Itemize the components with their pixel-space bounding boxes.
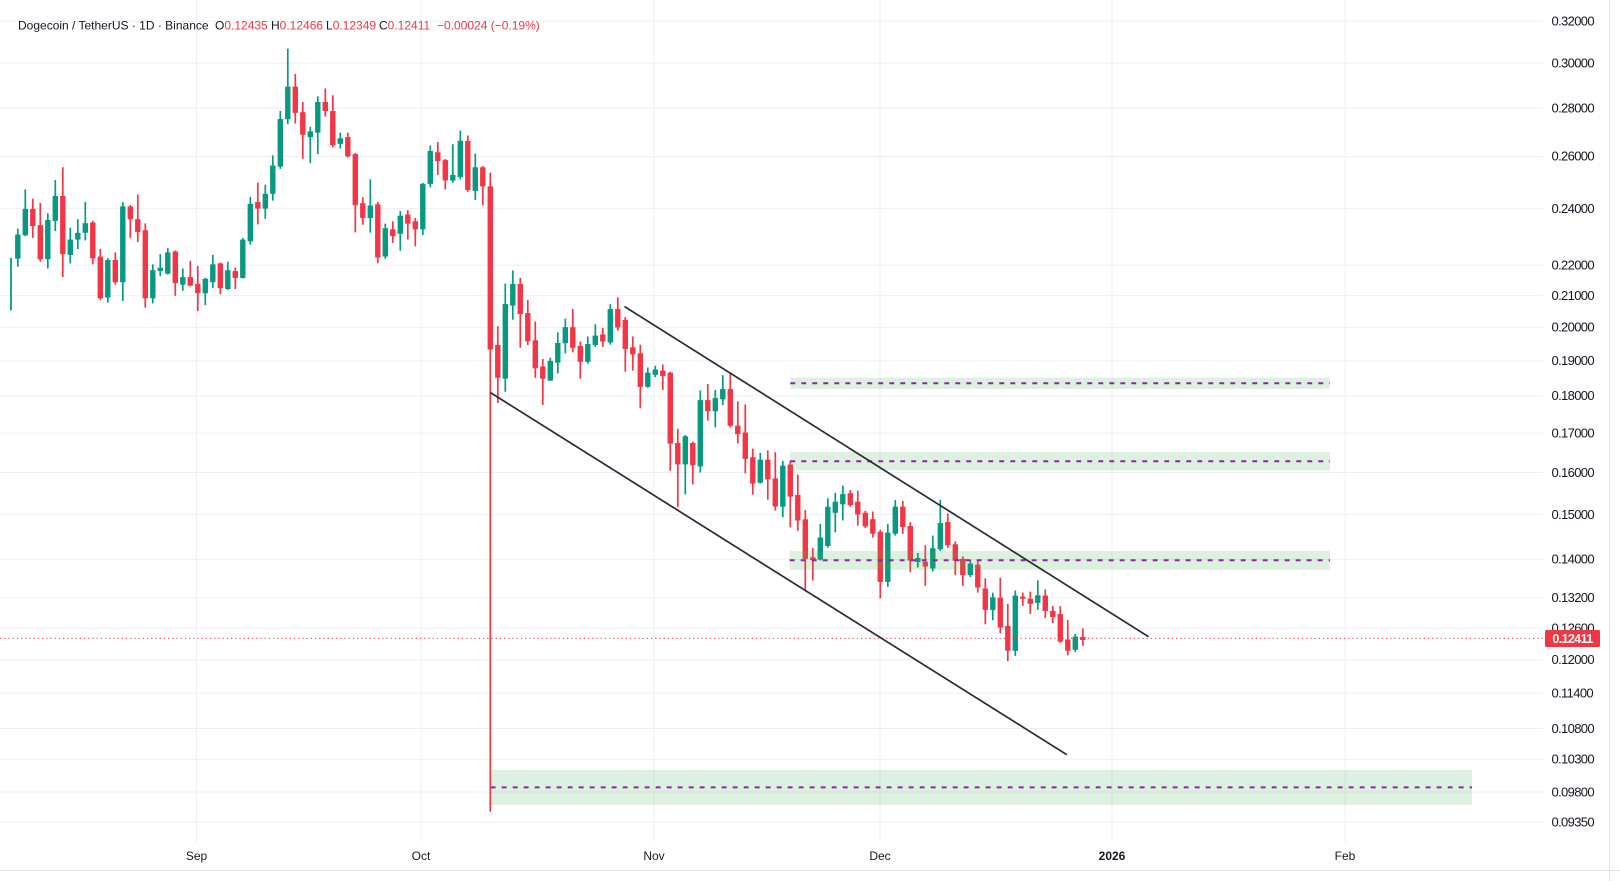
svg-text:Sep: Sep [186,849,208,863]
svg-text:0.10300: 0.10300 [1552,752,1595,767]
svg-text:Oct: Oct [412,849,431,863]
svg-text:0.09350: 0.09350 [1552,815,1595,830]
svg-text:0.11400: 0.11400 [1552,686,1594,701]
svg-text:0.10800: 0.10800 [1552,721,1595,736]
svg-text:2026: 2026 [1099,849,1126,863]
svg-text:Dogecoin / TetherUS · 1D · Bin: Dogecoin / TetherUS · 1D · Binance [18,19,209,33]
svg-text:0.32000: 0.32000 [1552,14,1595,29]
svg-text:0.28000: 0.28000 [1552,100,1595,115]
svg-text:H0.12466: H0.12466 [271,19,323,33]
svg-text:0.09800: 0.09800 [1552,784,1595,799]
svg-text:0.20000: 0.20000 [1552,320,1595,335]
svg-text:0.15000: 0.15000 [1552,507,1595,522]
svg-text:0.18000: 0.18000 [1552,388,1595,403]
svg-text:L0.12349: L0.12349 [326,19,376,33]
svg-text:0.30000: 0.30000 [1552,56,1595,71]
svg-text:0.17000: 0.17000 [1552,425,1595,440]
svg-text:0.26000: 0.26000 [1552,149,1595,164]
svg-text:0.12000: 0.12000 [1552,652,1595,667]
svg-text:0.12411: 0.12411 [1552,632,1593,646]
svg-text:O0.12435: O0.12435 [215,19,268,33]
svg-text:0.16000: 0.16000 [1552,465,1595,480]
svg-text:Nov: Nov [643,849,664,863]
svg-text:0.21000: 0.21000 [1552,288,1595,303]
svg-text:Dec: Dec [869,849,890,863]
svg-text:0.24000: 0.24000 [1552,201,1595,216]
svg-text:Feb: Feb [1335,849,1356,863]
svg-text:−0.00024 (−0.19%): −0.00024 (−0.19%) [437,19,540,33]
svg-text:C0.12411: C0.12411 [379,19,430,33]
svg-text:0.14000: 0.14000 [1552,552,1595,567]
svg-text:0.22000: 0.22000 [1552,258,1595,273]
svg-text:0.19000: 0.19000 [1552,353,1595,368]
svg-text:0.13200: 0.13200 [1552,590,1595,605]
